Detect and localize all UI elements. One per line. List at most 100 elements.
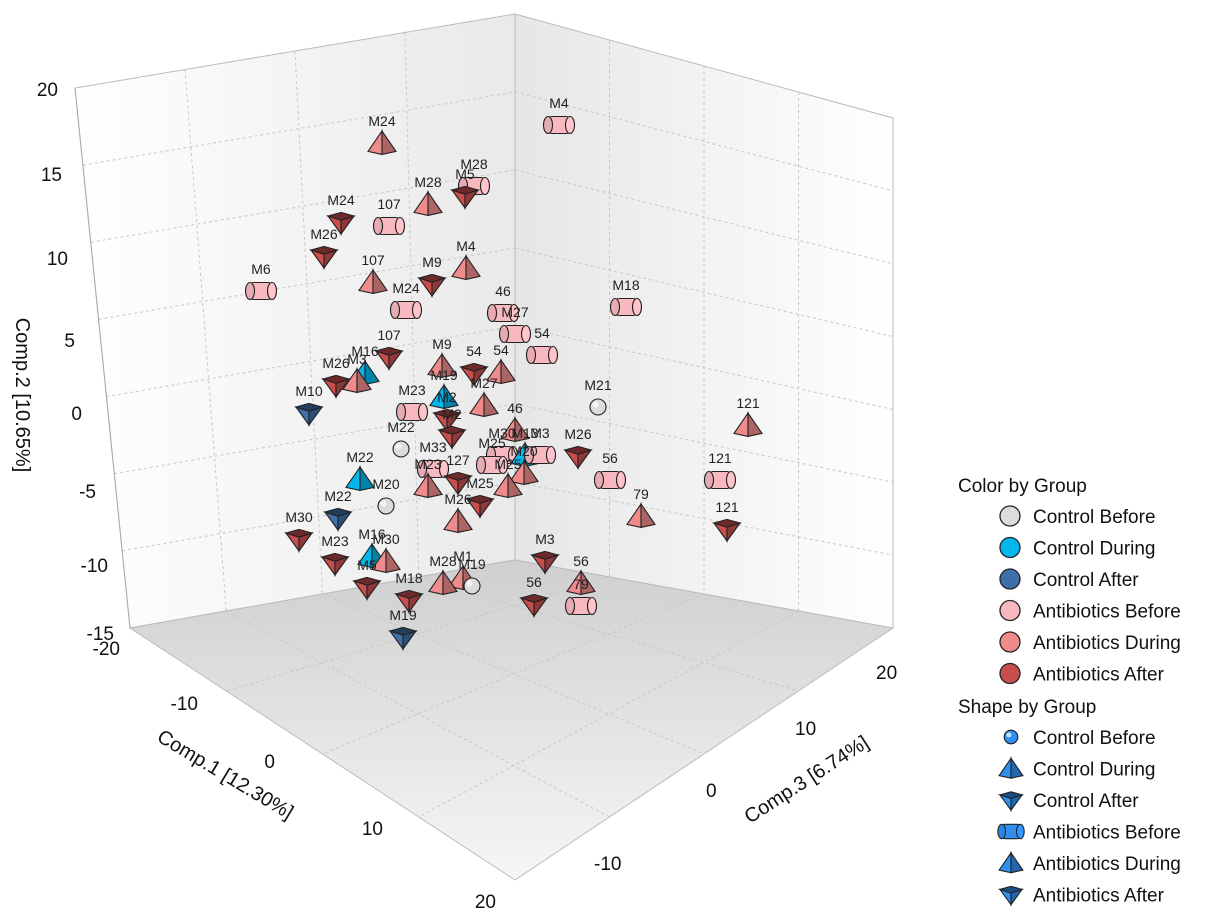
point-marker [465,494,495,519]
legend-shape-item: Control During [998,756,1156,781]
legend-color-title: Color by Group [958,476,1087,497]
point-marker [320,552,350,577]
data-point: 121 [703,450,737,490]
point-marker [486,303,520,323]
data-point: M18 [609,277,643,317]
point-marker [427,352,457,379]
data-point: M24 [389,280,423,320]
legend-color-item: Antibiotics Before [999,599,1181,623]
data-point: M23 [320,533,350,577]
point-label: M30 [285,509,312,525]
z-tick-label: 10 [795,719,816,740]
data-point: 54 [486,342,516,385]
point-marker [486,358,516,385]
data-point: M30 [371,531,401,574]
data-point: M4 [542,95,576,135]
point-marker [498,324,532,344]
data-point: M22 [323,488,353,532]
point-label: M28 [429,553,456,569]
point-label: 121 [736,395,760,411]
point-marker [566,569,596,596]
y-axis-label: Comp.2 [10.65%] [11,318,33,473]
data-point: 79 [564,576,598,616]
point-label: 56 [602,450,618,466]
point-label: M6 [251,261,271,277]
legend-shape-icon [998,756,1024,779]
data-point: M25 [465,475,495,519]
point-marker [542,115,576,135]
point-marker [413,190,443,217]
point-marker [417,273,447,298]
point-label: M19 [430,367,457,383]
legend-label: Antibiotics After [1033,886,1165,907]
point-label: M3 [530,425,550,441]
point-label: 107 [361,252,385,268]
point-marker [394,589,424,614]
point-label: 46 [507,400,523,416]
point-marker [284,528,314,553]
point-label: 107 [377,196,401,212]
x-tick-label: 10 [362,819,383,840]
point-marker [388,626,418,651]
legend-color-item: Control During [999,536,1156,560]
point-marker [525,345,559,365]
point-marker [392,440,410,458]
data-point: M25 [475,435,509,475]
point-label: M16 [351,343,378,359]
point-label: 54 [534,325,550,341]
legend-shape-item: Antibiotics After [998,886,1165,907]
legend-swatch [999,505,1021,527]
data-point: M2 [437,406,467,450]
point-marker [450,185,480,210]
x-tick-label: 20 [475,892,496,913]
point-label: 54 [466,343,482,359]
point-label: M30 [488,425,515,441]
point-marker [469,391,499,418]
point-label: M13 [511,425,538,441]
legend-label: Antibiotics During [1033,854,1181,875]
data-point: 54 [525,325,559,365]
point-marker [367,129,397,156]
legend-color-item: Antibiotics During [999,631,1181,654]
y-axis: 20 15 10 5 0 -5 -10 -15 Comp.2 [10.65%] [11,80,114,645]
point-label: 121 [708,450,732,466]
data-point: 56 [519,574,549,618]
point-marker [609,297,643,317]
point-label: M18 [612,277,639,293]
point-label: M4 [549,95,569,111]
point-label: M26 [564,426,591,442]
y-tick-label: -5 [79,482,96,503]
point-marker [432,408,462,433]
point-marker [564,596,598,616]
point-label: M25 [494,456,521,472]
legend-label: Control After [1033,570,1139,591]
point-label: M26 [322,355,349,371]
data-point: M5 [352,557,382,601]
data-point: M5 [450,166,480,210]
point-marker [377,497,395,515]
point-label: M1 [453,548,473,564]
legend-color-item: Control Before [999,505,1156,528]
point-marker [429,383,459,410]
point-marker [493,472,523,499]
point-marker [451,254,481,281]
point-marker [372,216,406,236]
legend-color-items: Control Before Control During Control Afte… [999,505,1181,686]
point-label: M9 [422,254,442,270]
data-point: M3 [342,351,372,394]
y-tick-label: -10 [81,556,108,577]
point-marker [589,398,607,416]
point-marker [374,346,404,371]
point-label: M24 [327,192,354,208]
data-point: M19 [388,607,418,651]
point-label: M26 [310,226,337,242]
z-tick-label: 0 [706,781,717,802]
legend-swatch [999,631,1021,653]
data-point: M24 [367,113,397,156]
point-marker [530,550,560,575]
data-point: M6 [244,261,278,301]
point-marker [626,502,656,529]
point-label: M20 [372,476,399,492]
legend-label: Control After [1033,791,1139,812]
legend-label: Control Before [1033,728,1156,749]
